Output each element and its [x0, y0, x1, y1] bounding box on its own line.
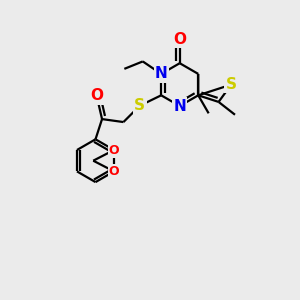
Text: O: O — [173, 32, 186, 47]
Text: N: N — [173, 98, 186, 113]
Text: S: S — [226, 77, 237, 92]
Text: N: N — [155, 66, 168, 81]
Text: O: O — [109, 143, 119, 157]
Text: O: O — [109, 165, 119, 178]
Text: S: S — [134, 98, 145, 113]
Text: O: O — [90, 88, 103, 104]
